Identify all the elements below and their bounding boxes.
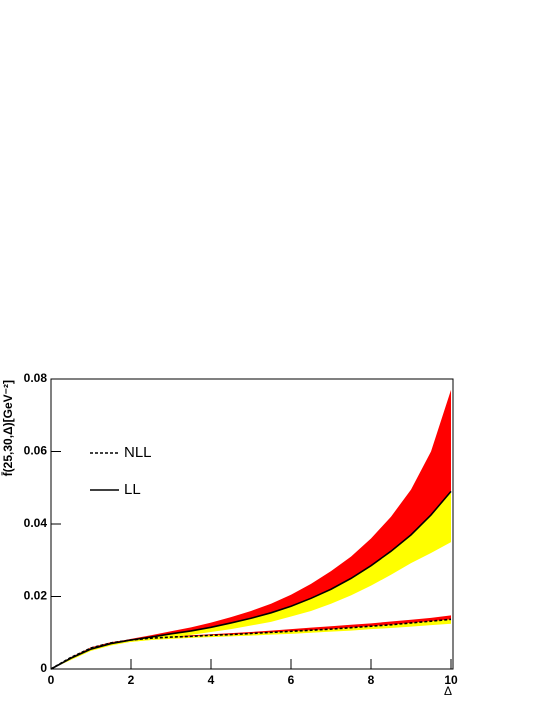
y-tick-label: 0.04 [24,516,48,530]
x-tick-label: 8 [368,673,375,687]
y-tick-label: 0.02 [24,589,48,603]
x-tick-label: 6 [288,673,295,687]
series-line [50,490,452,670]
y-tick-label: 0.08 [24,371,48,385]
x-tick-label: 0 [48,673,55,687]
y-tick-label: 0.06 [24,444,48,458]
x-tick-label: 10 [444,673,458,687]
uncertainty-band [51,389,451,669]
legend-label: LL [124,481,141,498]
uncertainty-band [51,619,451,669]
x-tick-label: 2 [128,673,135,687]
uncertainty-band [51,615,451,669]
x-axis-label: Δ [444,684,452,698]
legend-label: NLL [124,444,152,461]
y-tick-label: 0 [40,661,47,675]
uncertainty-band [51,491,451,669]
x-tick-label: 4 [208,673,215,687]
plot-area [50,389,452,670]
y-axis-label: f̄(25,30,Δ)[GeV⁻²] [1,380,15,476]
